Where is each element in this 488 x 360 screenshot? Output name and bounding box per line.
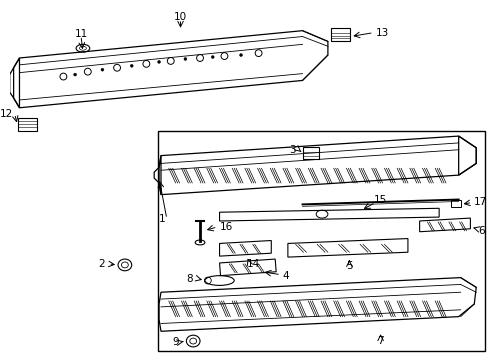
Text: 4: 4 [282, 271, 288, 281]
Circle shape [130, 64, 133, 67]
Text: 16: 16 [219, 222, 232, 232]
Text: 3: 3 [288, 145, 295, 155]
Text: 1: 1 [159, 214, 165, 224]
Circle shape [101, 68, 103, 71]
Bar [450, 199, 460, 207]
Text: 14: 14 [246, 259, 260, 269]
Bar [158, 131, 484, 351]
Text: 2: 2 [99, 259, 105, 269]
Text: 8: 8 [186, 274, 193, 284]
Text: 6: 6 [477, 226, 484, 236]
Text: 17: 17 [473, 197, 487, 207]
Circle shape [239, 54, 242, 57]
Text: 9: 9 [172, 337, 178, 347]
Circle shape [157, 60, 160, 63]
Text: 13: 13 [375, 28, 388, 38]
Circle shape [74, 73, 77, 76]
Text: 15: 15 [373, 194, 386, 204]
Text: 5: 5 [346, 261, 352, 271]
Circle shape [211, 55, 214, 58]
Text: 12: 12 [0, 109, 13, 119]
Circle shape [183, 58, 186, 60]
Text: 10: 10 [174, 12, 187, 22]
Text: 7: 7 [377, 336, 383, 346]
Text: 11: 11 [74, 28, 87, 39]
